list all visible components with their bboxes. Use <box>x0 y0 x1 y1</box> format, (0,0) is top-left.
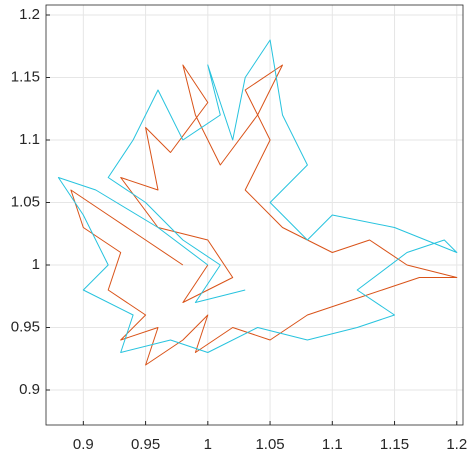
x-tick-label: 1.2 <box>446 436 467 453</box>
plot-area <box>46 5 463 425</box>
series-line <box>57 39 458 353</box>
series-line <box>70 64 458 366</box>
y-tick-label: 1.05 <box>11 193 40 210</box>
x-tick-label: 1.15 <box>380 436 409 453</box>
y-tick-label: 1.15 <box>11 68 40 85</box>
x-tick-label: 1.1 <box>322 436 343 453</box>
x-tick-label: 0.95 <box>131 436 160 453</box>
x-tick-label: 0.9 <box>73 436 94 453</box>
y-tick-label: 0.95 <box>11 318 40 335</box>
y-tick-label: 1.1 <box>19 131 40 148</box>
x-tick-label: 1.05 <box>255 436 284 453</box>
x-tick-label: 1 <box>204 436 212 453</box>
y-tick-label: 0.9 <box>19 381 40 398</box>
y-tick-label: 1 <box>32 256 40 273</box>
axes-box <box>45 4 464 426</box>
y-tick-label: 1.2 <box>19 6 40 23</box>
